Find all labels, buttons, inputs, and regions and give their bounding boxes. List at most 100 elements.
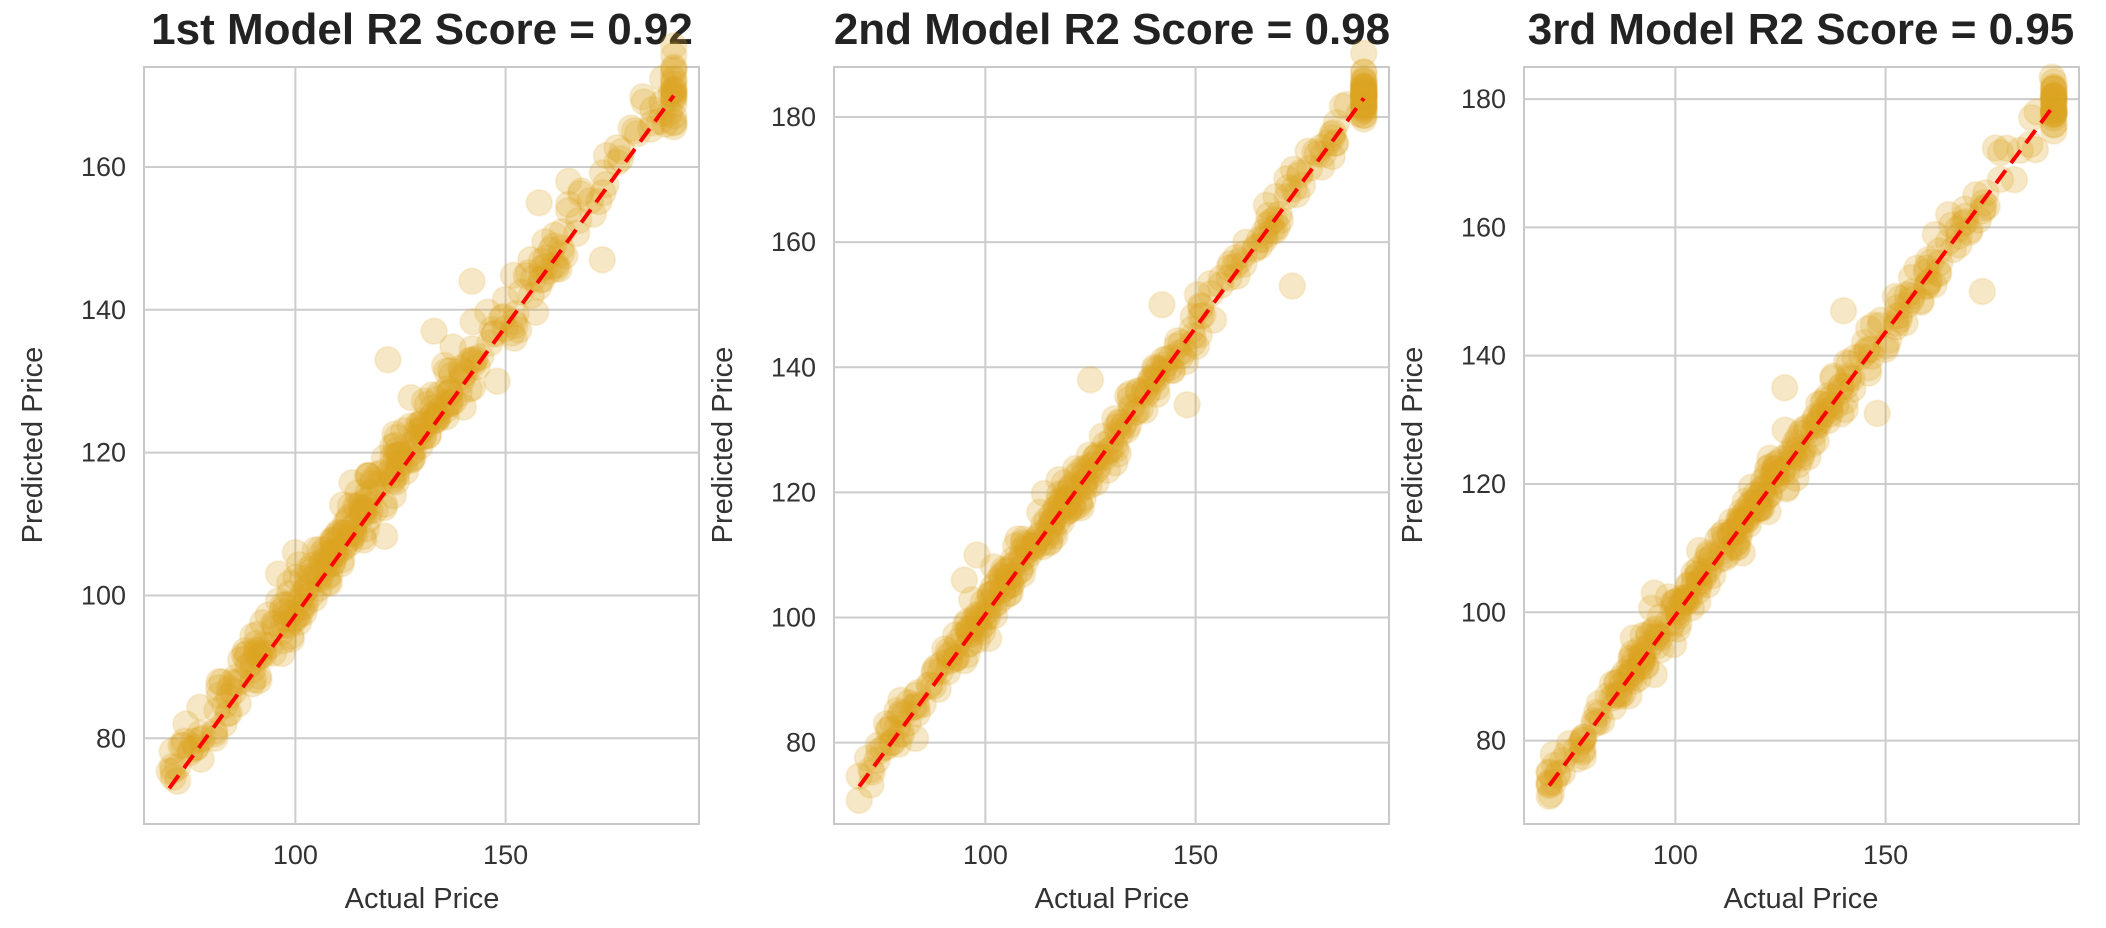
scatter-point [1787, 440, 1816, 469]
scatter-point [1815, 400, 1844, 429]
scatter-point [344, 478, 372, 507]
scatter-point [1986, 138, 2015, 167]
scatter-point [926, 657, 955, 686]
scatter-point [408, 409, 437, 438]
scatter-point [1563, 745, 1592, 774]
scatter-point [289, 598, 318, 627]
scatter-point [271, 591, 300, 620]
scatter-point [1690, 558, 1719, 587]
scatter-point [949, 621, 978, 649]
scatter-point [186, 725, 215, 754]
scatter-point [410, 387, 439, 416]
scatter-point [254, 601, 283, 630]
scatter-point [1853, 335, 1882, 364]
scatter-point [1051, 478, 1080, 507]
scatter-point [1981, 134, 2010, 162]
scatter-point [1619, 667, 1648, 696]
scatter-point [1834, 362, 1863, 390]
scatter-point [2039, 99, 2068, 128]
scatter-point [381, 431, 410, 460]
scatter-point [419, 400, 447, 429]
scatter-point [1280, 175, 1308, 203]
scatter-point [1758, 462, 1787, 491]
scatter-point [233, 639, 262, 668]
scatter-point [1061, 454, 1090, 483]
scatter-point [397, 383, 426, 412]
scatter-point [167, 731, 195, 760]
scatter-point [1152, 345, 1181, 373]
scatter-point [659, 64, 688, 93]
scatter-point [1898, 277, 1927, 306]
scatter-point [1770, 373, 1799, 402]
scatter-point [281, 538, 310, 567]
scatter-point [1726, 508, 1754, 537]
scatter-point [499, 307, 528, 336]
scatter-point [269, 610, 298, 639]
scatter-point [1539, 740, 1568, 769]
scatter-point [550, 241, 579, 270]
scatter-point [528, 254, 557, 283]
scatter-point [1915, 267, 1944, 296]
scatter-point [402, 424, 431, 453]
scatter-point [1050, 469, 1079, 497]
scatter-point [432, 402, 461, 431]
scatter-point [1725, 504, 1754, 533]
scatter-point [224, 689, 253, 718]
scatter-point [448, 362, 477, 391]
scatter-point [1612, 663, 1641, 692]
scatter-point [245, 643, 273, 672]
y-axis-label: Predicted Price [1397, 347, 1429, 544]
scatter-point [1749, 476, 1778, 505]
scatter-point [1131, 374, 1160, 403]
scatter-point [285, 587, 314, 616]
scatter-point [1819, 362, 1848, 391]
scatter-point [1187, 293, 1216, 322]
scatter-point [963, 604, 992, 633]
subplot-3: 3rd Model R2 Score = 0.95 100 150 80 100 12… [1397, 5, 2080, 915]
scatter-point [209, 710, 238, 738]
scatter-point [883, 696, 912, 725]
scatter-point [327, 545, 356, 574]
scatter-point [1738, 489, 1767, 518]
scatter-point [554, 196, 583, 225]
scatter-point [1067, 493, 1096, 522]
scatter-point [1056, 492, 1085, 521]
scatter-point [230, 641, 259, 669]
scatter-point [1800, 406, 1829, 435]
scatter-point [175, 738, 204, 767]
scatter-point [2000, 165, 2029, 194]
scatter-point [1772, 475, 1801, 503]
scatter-point [396, 412, 425, 441]
scatter-point [1951, 202, 1980, 231]
scatter-point [383, 436, 412, 465]
scatter-point [872, 709, 901, 738]
scatter-point [1606, 682, 1635, 711]
scatter-point [1821, 391, 1850, 420]
scatter-point [2039, 99, 2068, 128]
scatter-point [659, 79, 688, 108]
scatter-point [2039, 82, 2068, 111]
scatter-point [1104, 439, 1133, 468]
scatter-point [1594, 681, 1623, 710]
scatter-point [264, 586, 293, 615]
scatter-point [886, 686, 915, 715]
scatter-point [438, 333, 467, 361]
scatter-point [2039, 87, 2068, 116]
scatter-point [659, 107, 688, 136]
scatter-point [396, 446, 425, 475]
scatter-point [1859, 311, 1888, 340]
scatter-point [542, 251, 571, 280]
scatter-point [1787, 443, 1816, 472]
scatter-point [1052, 484, 1081, 512]
scatter-point [1142, 373, 1171, 402]
y-tick-label: 180 [771, 102, 816, 132]
scatter-point [659, 66, 688, 95]
plot-frame [833, 66, 1390, 825]
scatter-point [1747, 493, 1776, 522]
scatter-point [1112, 415, 1141, 444]
scatter-point [1832, 348, 1861, 377]
scatter-point [245, 641, 274, 670]
scatter-point [1582, 698, 1611, 727]
scatter-point [1349, 80, 1378, 109]
x-tick-label: 150 [1863, 840, 1908, 870]
